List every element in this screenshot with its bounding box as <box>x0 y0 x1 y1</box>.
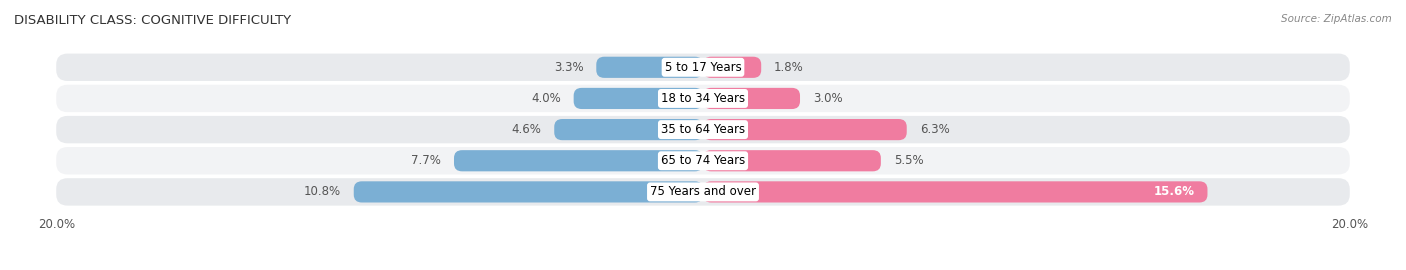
Text: 18 to 34 Years: 18 to 34 Years <box>661 92 745 105</box>
Text: DISABILITY CLASS: COGNITIVE DIFFICULTY: DISABILITY CLASS: COGNITIVE DIFFICULTY <box>14 14 291 26</box>
FancyBboxPatch shape <box>354 181 703 202</box>
FancyBboxPatch shape <box>703 119 907 140</box>
FancyBboxPatch shape <box>56 178 1350 206</box>
FancyBboxPatch shape <box>574 88 703 109</box>
Text: 6.3%: 6.3% <box>920 123 949 136</box>
FancyBboxPatch shape <box>703 57 761 78</box>
FancyBboxPatch shape <box>454 150 703 171</box>
Text: 7.7%: 7.7% <box>411 154 441 167</box>
Text: 15.6%: 15.6% <box>1153 185 1195 198</box>
Text: 1.8%: 1.8% <box>775 61 804 74</box>
FancyBboxPatch shape <box>56 85 1350 112</box>
FancyBboxPatch shape <box>56 53 1350 81</box>
FancyBboxPatch shape <box>56 147 1350 174</box>
Text: 4.6%: 4.6% <box>512 123 541 136</box>
Text: 75 Years and over: 75 Years and over <box>650 185 756 198</box>
Text: 10.8%: 10.8% <box>304 185 340 198</box>
Text: Source: ZipAtlas.com: Source: ZipAtlas.com <box>1281 14 1392 23</box>
Text: 3.0%: 3.0% <box>813 92 842 105</box>
Text: 65 to 74 Years: 65 to 74 Years <box>661 154 745 167</box>
Legend: Male, Female: Male, Female <box>636 266 770 270</box>
Text: 4.0%: 4.0% <box>531 92 561 105</box>
FancyBboxPatch shape <box>56 116 1350 143</box>
Text: 35 to 64 Years: 35 to 64 Years <box>661 123 745 136</box>
FancyBboxPatch shape <box>703 181 1208 202</box>
Text: 5 to 17 Years: 5 to 17 Years <box>665 61 741 74</box>
FancyBboxPatch shape <box>703 88 800 109</box>
FancyBboxPatch shape <box>596 57 703 78</box>
FancyBboxPatch shape <box>703 150 880 171</box>
Text: 3.3%: 3.3% <box>554 61 583 74</box>
FancyBboxPatch shape <box>554 119 703 140</box>
Text: 5.5%: 5.5% <box>894 154 924 167</box>
